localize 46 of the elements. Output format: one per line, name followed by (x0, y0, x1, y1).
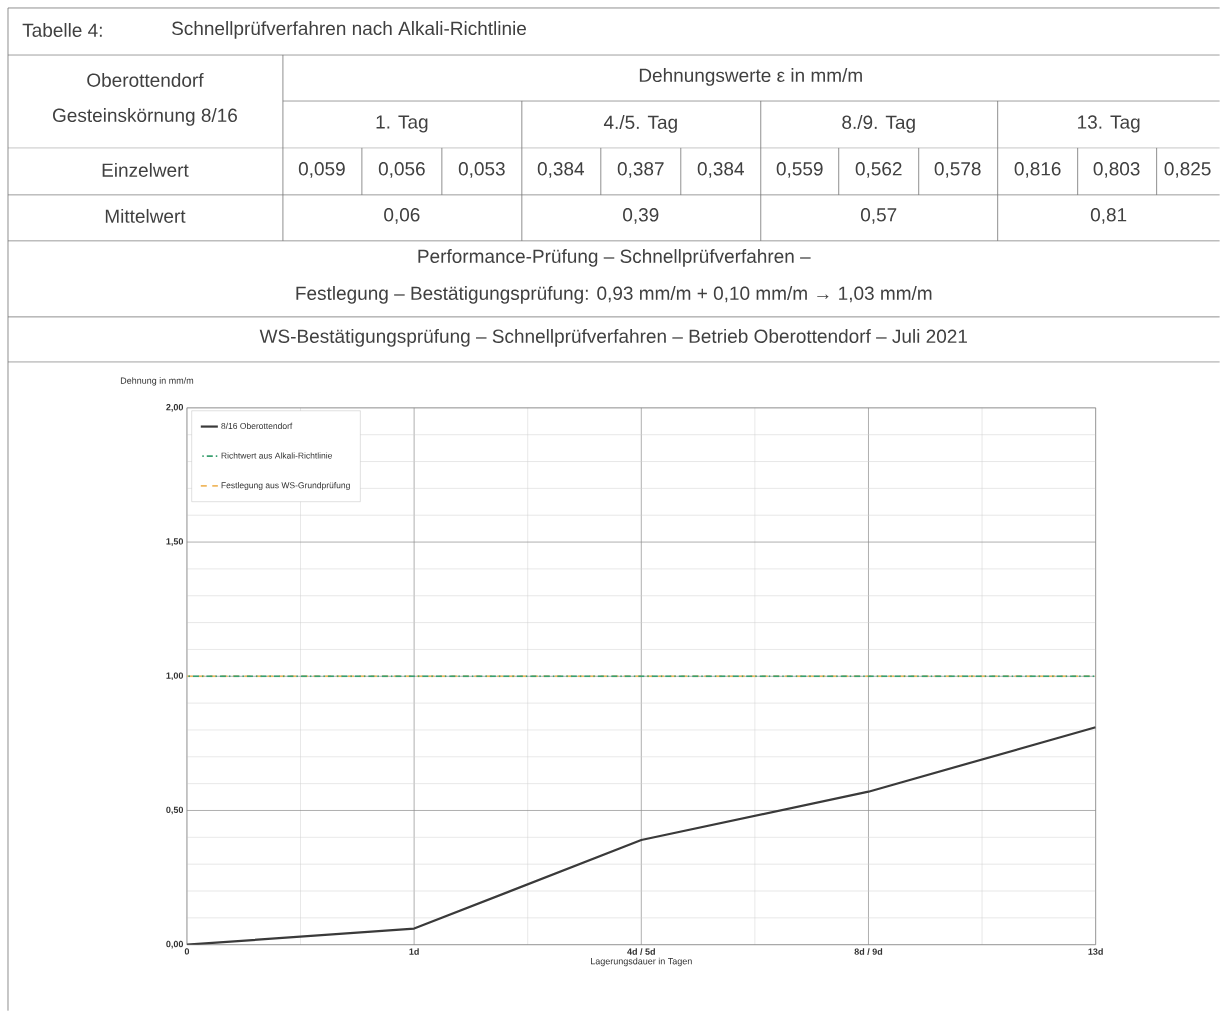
x-tick-label: 0 (184, 948, 190, 955)
text: Tabelle 4: (22, 22, 102, 37)
text: 8./9. Tag (842, 115, 915, 133)
data-label: 0,06 (384, 208, 420, 224)
x-axis-title: Lagerungsdauer in Tagen (591, 957, 692, 967)
y-axis-title: Dehnung in mm/m (120, 377, 194, 386)
text: 0,053 (458, 162, 505, 178)
x-tick-label: 13d (1088, 948, 1103, 955)
x-tick-label: 4d / 5d (627, 948, 655, 955)
y-tick-label: 1,50 (166, 538, 184, 546)
x-tick-label: 1d (409, 948, 419, 955)
text: 0,384 (697, 162, 744, 178)
y-tick-label: 0,50 (166, 806, 184, 815)
text: 0,816 (1014, 162, 1061, 178)
text: 0,387 (617, 162, 664, 178)
data-label: 0,81 (1090, 208, 1127, 224)
data-label: 0,57 (860, 208, 897, 224)
data-label: 0,39 (623, 208, 659, 224)
chart-title: WS-Bestätigungsprüfung – Schnellprüfverfahren – Betrieb Oberottendorf – Juli 2021 (259, 328, 967, 347)
text: Schnellprüfverfahren nach Alkali-Richtlinie (172, 21, 526, 39)
text: 13. Tag (1078, 115, 1140, 133)
text: 4./5. Tag (603, 115, 677, 133)
legend-label: Festlegung aus WS-Grundprüfung (221, 482, 350, 490)
text: Dehnungswerte ε in mm/m (639, 68, 862, 86)
text: 0,384 (537, 162, 585, 178)
y-tick-label: 0,00 (166, 940, 184, 949)
y-tick-label: 2,00 (166, 403, 184, 412)
text: 0,562 (855, 162, 902, 178)
text: 0,056 (378, 162, 425, 178)
text: 0,825 (1164, 162, 1211, 178)
text: 0,578 (934, 162, 981, 178)
x-tick-label: 8d / 9d (854, 948, 883, 955)
text: Einzelwert (102, 162, 189, 177)
text: 0,559 (776, 162, 823, 178)
text: 0,059 (298, 162, 345, 178)
text: 1. Tag (376, 115, 428, 133)
legend-label: 8/16 Oberottendorf (221, 422, 293, 429)
text: Oberottendorf (87, 72, 204, 87)
text: Gesteinskörnung 8/16 (52, 108, 237, 126)
text: Festlegung – Bestätigungsprüfung: 0,93 mm/m + 0,10 mm/m → 1,03 mm/m (296, 286, 932, 304)
text: Mittelwert (105, 208, 186, 223)
legend-label: Richtwert aus Alkali-Richtlinie (221, 452, 332, 459)
y-tick-label: 1,00 (166, 672, 184, 681)
text: 0,803 (1093, 162, 1140, 178)
line-series (186, 726, 1096, 945)
text: Performance-Prüfung – Schnellprüfverfahren – (418, 249, 811, 267)
